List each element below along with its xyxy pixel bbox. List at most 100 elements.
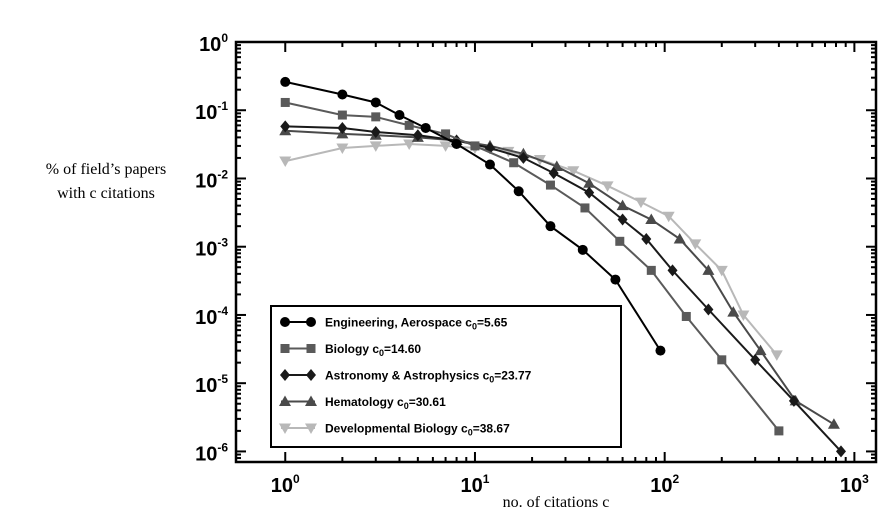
data-point [371,112,381,122]
y-axis-label: % of field’s papers with c citations [0,158,212,206]
data-point [509,158,519,168]
data-point [451,139,462,150]
data-point [580,203,590,213]
legend-entry: Astronomy & Astrophysics c0=23.77 [280,369,532,385]
data-point [610,274,621,285]
data-point [394,110,405,121]
data-point [412,129,423,142]
legend-label: Developmental Biology c0=38.67 [325,422,510,438]
data-point [513,186,524,197]
data-point [673,232,686,244]
data-point [337,110,347,120]
y-tick-label: 10-6 [195,440,228,465]
data-point [689,239,702,250]
legend-marker [280,369,290,381]
data-point [715,265,728,277]
data-point [634,197,647,209]
data-point [337,89,348,100]
data-point [703,303,714,316]
legend-label: Engineering, Aerospace c0=5.65 [325,316,508,332]
legend-marker [306,317,316,327]
legend-marker [280,317,290,327]
data-point [616,199,629,211]
data-point [404,120,414,130]
data-point [577,244,588,255]
data-point [545,221,556,232]
data-point [737,310,750,321]
data-point [370,125,381,138]
legend-marker [279,423,291,434]
data-point [645,213,658,225]
legend-entry: Engineering, Aerospace c0=5.65 [280,316,508,332]
legend: Engineering, Aerospace c0=5.65 Biology c0… [270,305,622,448]
legend-marker [306,344,316,353]
legend-entry: Developmental Biology c0=38.67 [279,422,510,438]
data-point [280,76,291,87]
series-diamond [280,120,846,458]
legend-marker [279,395,291,406]
data-point [545,180,555,190]
legend-entry: Biology c0=14.60 [280,342,421,358]
data-point [279,156,292,168]
data-point [420,122,431,133]
y-tick-label: 10-2 [195,167,228,192]
data-series [279,76,846,458]
series-circle [280,76,666,356]
y-tick-label: 10-3 [195,236,228,261]
data-point [370,97,381,108]
data-point [754,344,767,356]
data-point [750,353,761,366]
legend-marker [305,423,317,434]
series-line [285,80,662,352]
data-point [439,141,452,152]
data-point [280,97,290,107]
legend-label: Hematology c0=30.61 [325,395,446,411]
y-axis-label-line-1: % of field’s papers [45,161,167,178]
data-point [681,311,691,321]
data-point [403,139,416,151]
data-point [788,394,799,407]
y-tick-label: 100 [199,31,228,56]
y-tick-label: 10-1 [195,99,228,124]
series-square [280,97,784,436]
data-point [567,166,580,177]
data-point [337,121,348,134]
data-point [702,264,715,275]
series-line [285,101,780,432]
data-point [484,159,495,170]
data-point [280,120,291,133]
x-tick-label: 103 [840,472,869,497]
data-point [617,213,628,226]
x-tick-label: 100 [271,472,300,497]
data-point [655,345,666,356]
legend-entry: Hematology c0=30.61 [279,395,446,411]
data-point [518,151,529,164]
data-point [641,232,652,245]
data-point [667,264,678,277]
data-point [336,143,349,154]
data-point [717,355,727,365]
legend-label: Astronomy & Astrophysics c0=23.77 [325,369,532,385]
data-point [583,177,596,188]
data-point [662,211,675,223]
x-axis-label: no. of citations c [502,494,610,511]
legend-marker [306,369,316,381]
axis-ticks: 100 101 102 103 100 10-1 10-2 10-3 10-4 10-5 10-6 [195,31,876,497]
data-point [441,129,451,139]
data-point [835,445,846,458]
data-point [369,141,382,152]
data-point [770,350,783,361]
legend-box [270,305,622,448]
x-tick-label: 102 [650,472,679,497]
data-point [646,265,656,275]
legend-marker [280,344,290,353]
data-point [601,181,614,192]
data-point [548,167,559,180]
data-point [584,186,595,199]
y-axis-label-line-2: with c citations [57,185,155,202]
data-point [727,306,740,317]
series-line [285,125,842,453]
legend-marker [305,395,317,406]
data-point [470,141,480,151]
x-tick-label: 101 [460,472,489,497]
